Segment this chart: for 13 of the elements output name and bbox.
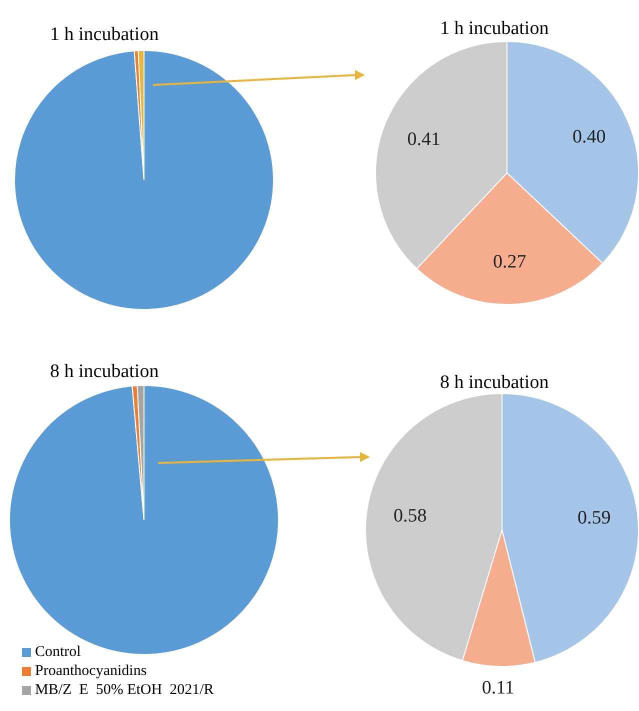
legend-label: Control	[35, 643, 81, 662]
chart-title: 1 h incubation	[440, 18, 549, 40]
data-label: 0.41	[407, 128, 441, 150]
data-label: 0.40	[572, 126, 606, 148]
data-label: 0.11	[482, 677, 514, 698]
chart-title: 8 h incubation	[50, 361, 159, 383]
legend-label: MB/Z E 50% EtOH 2021/R	[35, 681, 214, 700]
data-label: 0.27	[492, 251, 526, 272]
chart-title: 1 h incubation	[50, 24, 159, 46]
data-label: 0.58	[394, 505, 427, 526]
legend-label: Proanthocyanidins	[35, 662, 147, 681]
data-label: 0.59	[577, 508, 611, 529]
chart-title: 8 h incubation	[440, 372, 549, 394]
